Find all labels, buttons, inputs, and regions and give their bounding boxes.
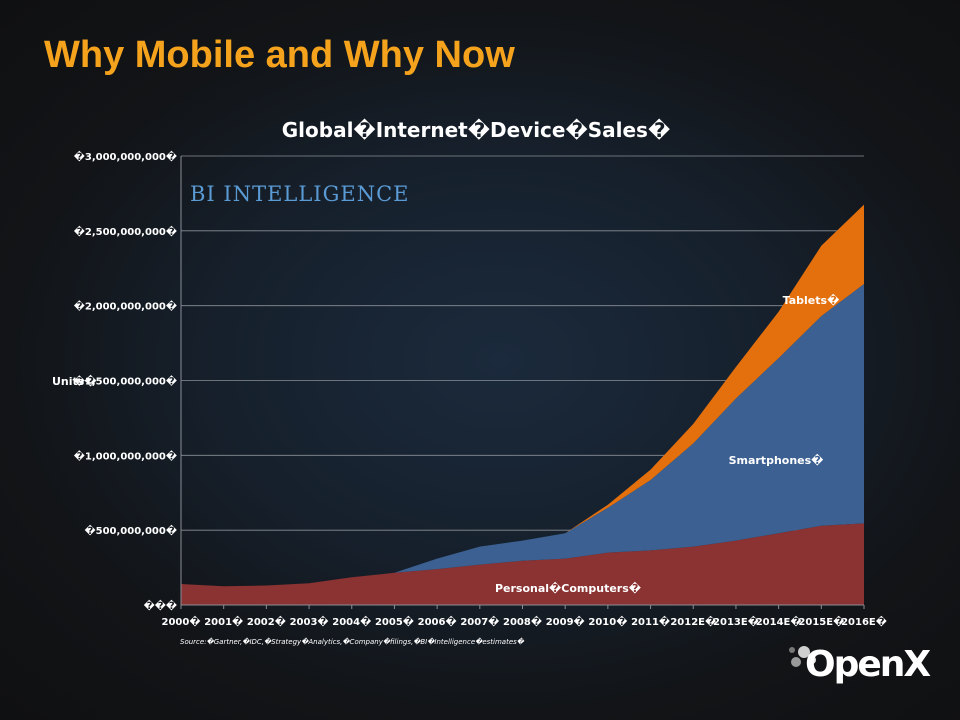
- x-tick-label: 2004�: [332, 615, 371, 628]
- x-tick-label: 2015E�: [798, 615, 844, 628]
- y-tick-label: �500,000,000�: [85, 524, 178, 537]
- y-axis-label: Units�: [52, 374, 97, 388]
- y-tick-label: �1,500,000,000�: [74, 375, 177, 388]
- x-tick-labels: 2000� 2001� 2002� 2003� 2004� 2005� 2006� 2007�…: [162, 615, 887, 628]
- x-tick-label: 2016E�: [841, 615, 887, 628]
- source-note: Source:�Gartner,�IDC,�Strategy�Analytics…: [180, 637, 525, 646]
- y-tick-label: �1,000,000,000�: [74, 449, 177, 462]
- openx-bubbles-icon: [789, 646, 816, 667]
- x-tick-label: 2001�: [204, 615, 243, 628]
- area-series-0: [181, 523, 864, 605]
- y-tick-label: �2,000,000,000�: [74, 300, 177, 313]
- grid-lines: [181, 155, 864, 531]
- x-tick-label: 2012E�: [670, 615, 716, 628]
- series-label-tablets: Tablets�: [783, 293, 840, 307]
- x-tick-label: 2013E�: [713, 615, 759, 628]
- area-series-2: [181, 204, 864, 587]
- y-tick-label: �2,500,000,000�: [74, 225, 177, 238]
- x-tick-label: 2010�: [588, 615, 627, 628]
- slide-title: Why Mobile and Why Now: [44, 34, 515, 76]
- openx-logo-text: OpenX: [805, 644, 931, 685]
- x-tick-label: 2008�: [503, 615, 542, 628]
- x-tick-label: 2005�: [375, 615, 414, 628]
- series-label-personal-computers: Personal�Computers�: [495, 581, 641, 595]
- area-series: [181, 204, 864, 605]
- x-tick-label: 2006�: [418, 615, 457, 628]
- bi-intelligence-brand: BI INTELLIGENCE: [190, 182, 409, 206]
- series-label-smartphones: Smartphones�: [729, 453, 824, 467]
- x-tick-label: 2007�: [460, 615, 499, 628]
- x-tick-label: 2000�: [162, 615, 201, 628]
- y-tick-labels: ��� �500,000,000� �1,000,000,000� �1,500,00…: [74, 150, 177, 612]
- axes: [180, 156, 865, 609]
- x-tick-label: 2003�: [290, 615, 329, 628]
- x-tick-label: 2002�: [247, 615, 286, 628]
- x-tick-label: 2011�: [631, 615, 670, 628]
- y-tick-label: ���: [144, 599, 177, 612]
- area-series-1: [181, 284, 864, 587]
- chart-title: Global�Internet�Device�Sales�: [282, 118, 670, 142]
- x-tick-label: 2009�: [546, 615, 585, 628]
- x-tick-label: 2014E�: [756, 615, 802, 628]
- y-tick-label: �3,000,000,000�: [74, 150, 177, 163]
